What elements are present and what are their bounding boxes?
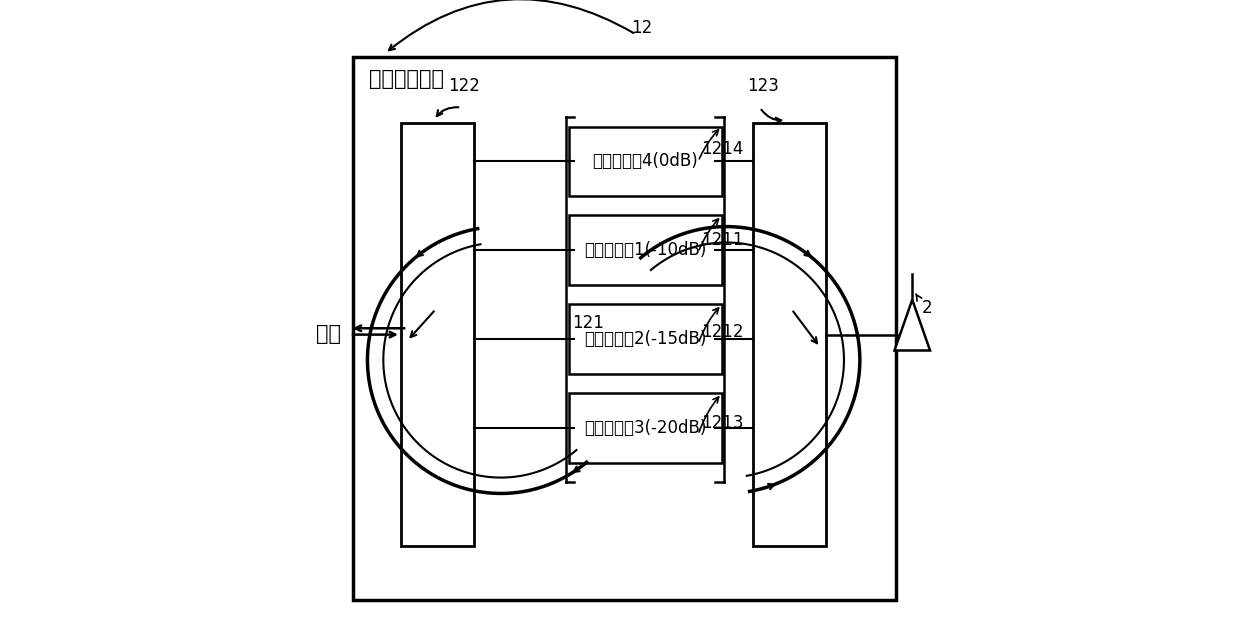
Bar — [353, 57, 897, 600]
Text: 讯号衰减器1(-10dB): 讯号衰减器1(-10dB) — [584, 241, 707, 260]
Text: 射频开关电路: 射频开关电路 — [370, 70, 444, 89]
Text: 1211: 1211 — [702, 231, 744, 249]
Text: 2: 2 — [921, 299, 932, 316]
Text: 讯号衰减器4(0dB): 讯号衰减器4(0dB) — [593, 152, 698, 170]
Text: 讯号衰减器2(-15dB): 讯号衰减器2(-15dB) — [584, 330, 707, 348]
Text: 1214: 1214 — [702, 140, 744, 158]
Text: 123: 123 — [746, 77, 779, 95]
Text: 1213: 1213 — [702, 413, 744, 431]
Text: 1212: 1212 — [702, 323, 744, 341]
Bar — [754, 123, 827, 546]
Text: 121: 121 — [573, 315, 604, 332]
Polygon shape — [894, 300, 930, 350]
Bar — [569, 394, 722, 463]
Text: 通讯: 通讯 — [316, 324, 341, 345]
Bar — [569, 304, 722, 375]
Text: 讯号衰减器3(-20dB): 讯号衰减器3(-20dB) — [584, 419, 707, 437]
Bar — [569, 216, 722, 285]
Text: 12: 12 — [631, 19, 653, 36]
Text: 122: 122 — [449, 77, 480, 95]
Bar — [569, 126, 722, 197]
Bar — [401, 123, 474, 546]
